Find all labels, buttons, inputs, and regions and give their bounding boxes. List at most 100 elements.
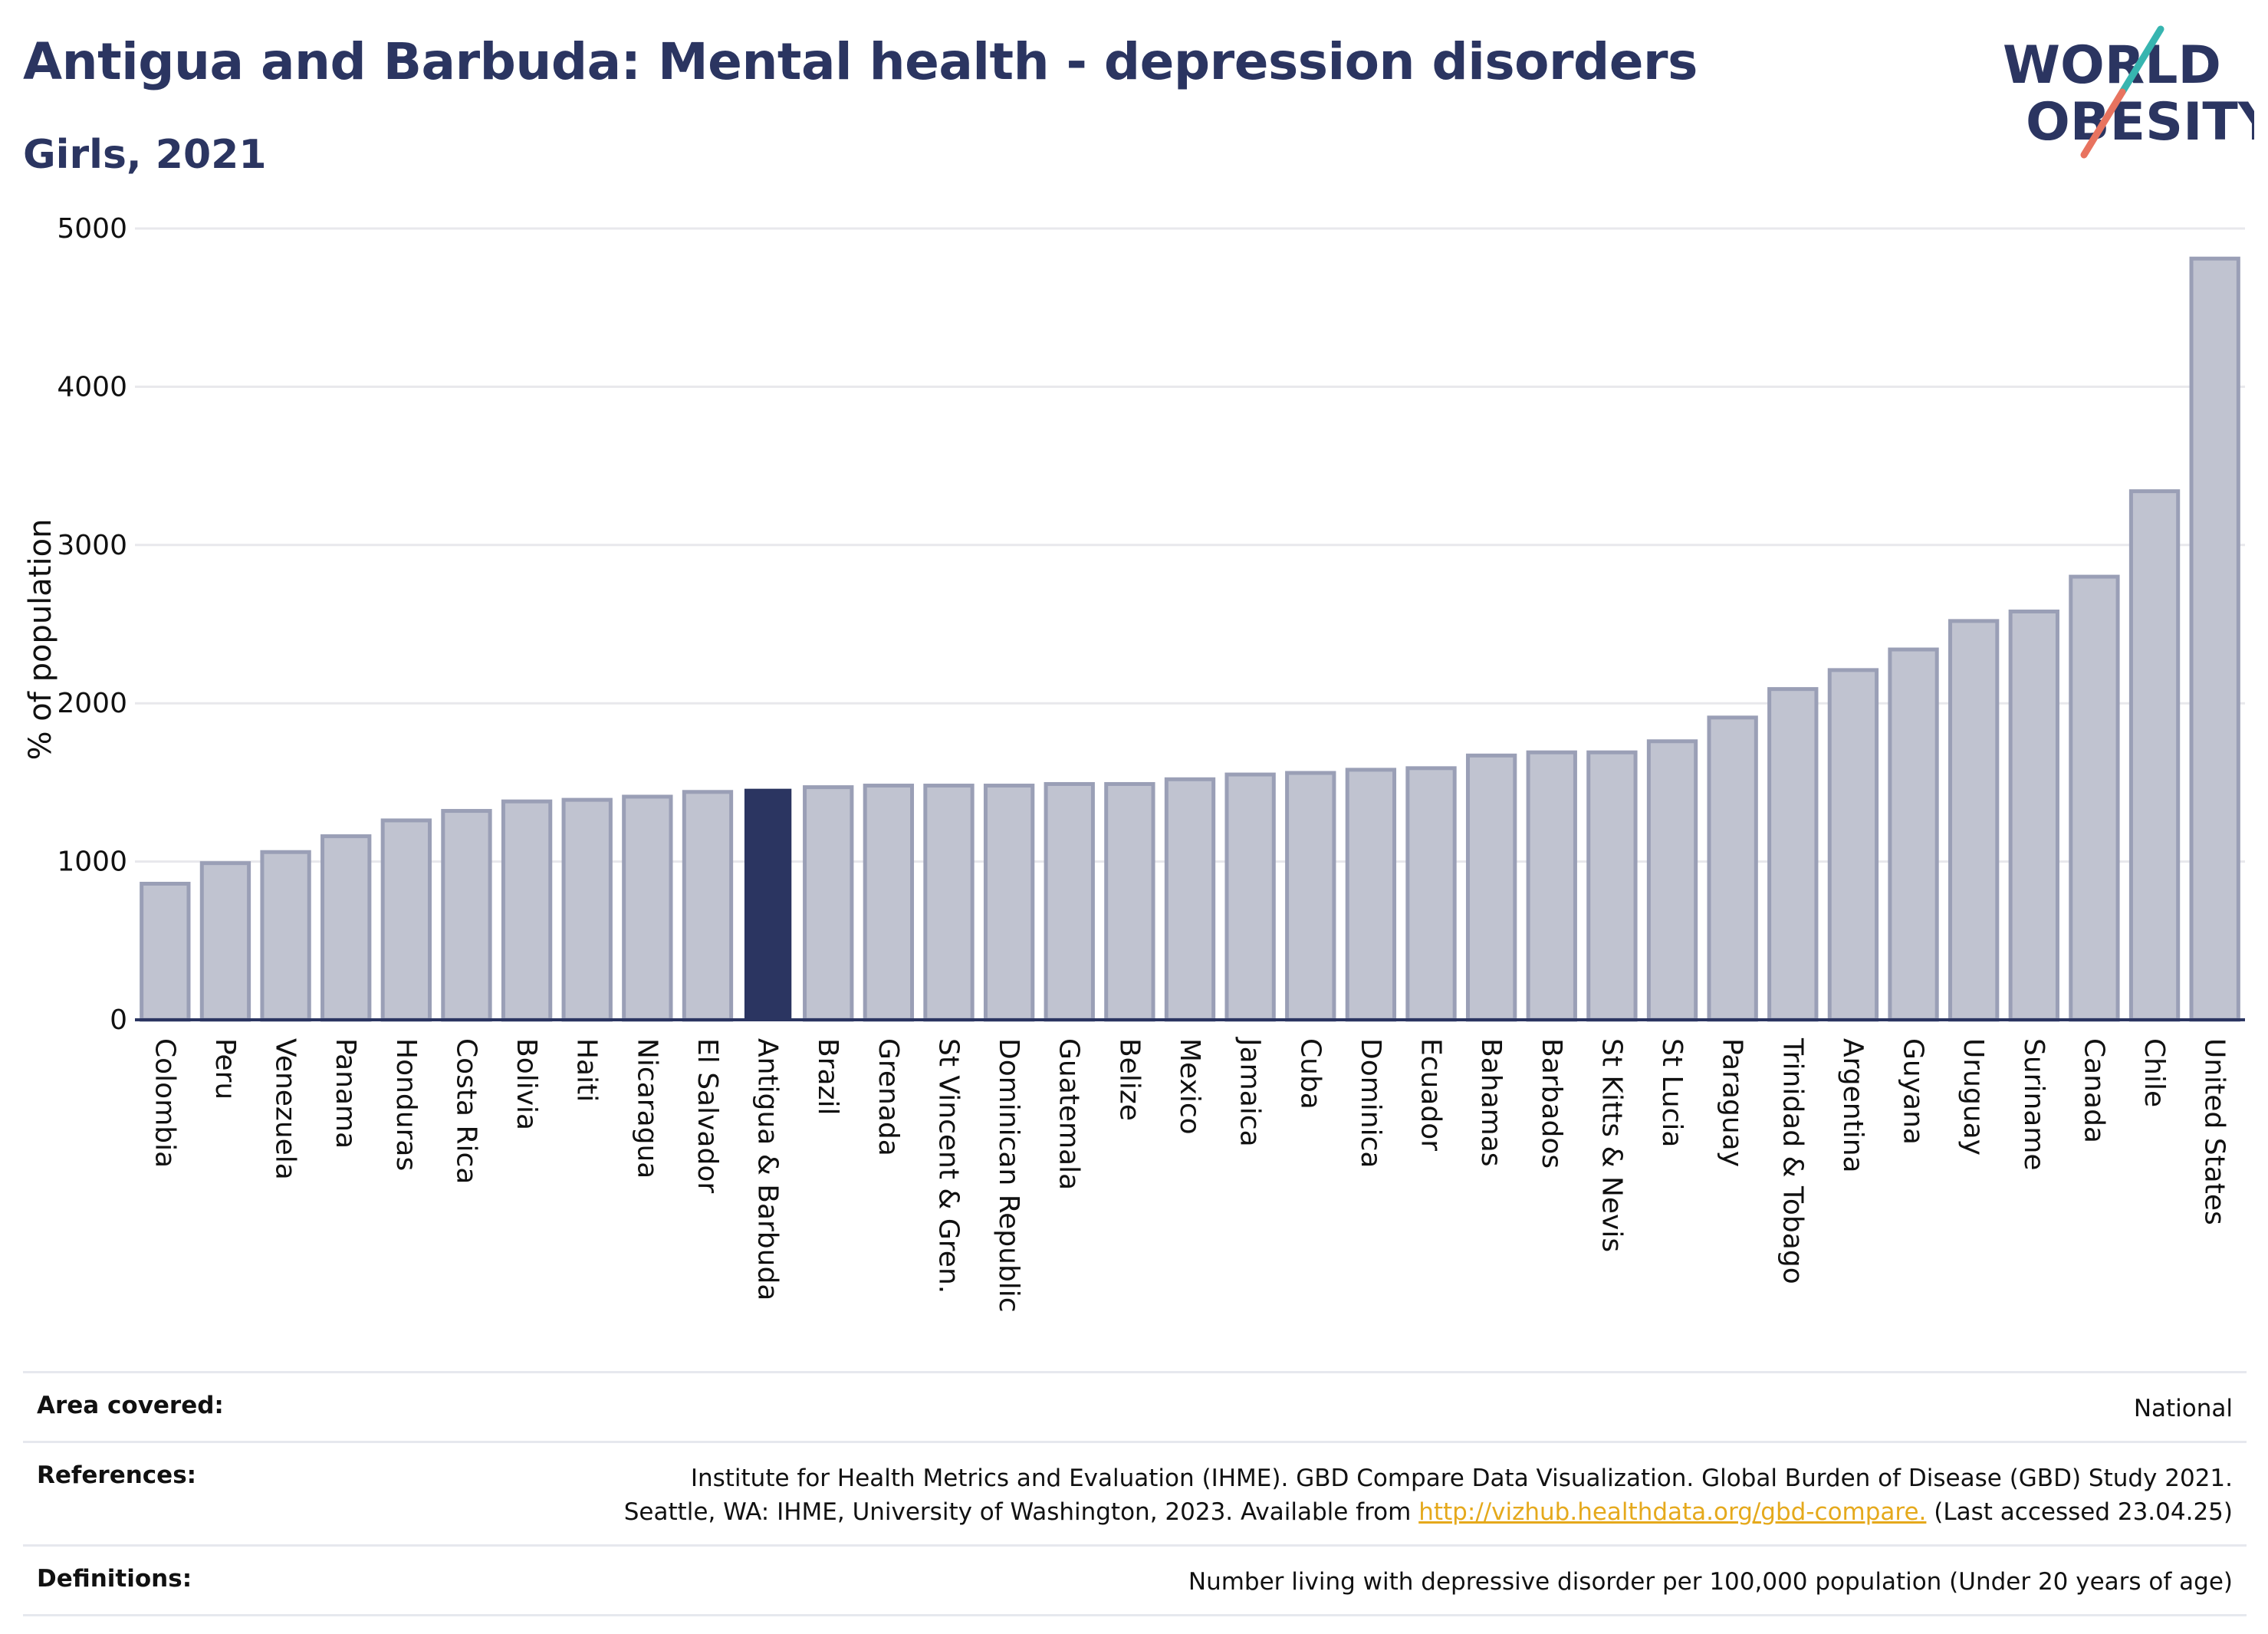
x-tick-label: Dominica (1355, 1038, 1386, 1169)
world-obesity-logo: WORLD OBESITY (2003, 25, 2254, 159)
bar (1164, 777, 1216, 1022)
x-tick-label: Grenada (873, 1038, 904, 1156)
y-tick-label: 1000 (57, 847, 127, 878)
x-tick-label: Suriname (2018, 1038, 2049, 1171)
x-tick-label: Guatemala (1053, 1038, 1085, 1190)
bar (1646, 739, 1698, 1022)
bar (501, 799, 553, 1022)
bars (140, 256, 2240, 1022)
bar (682, 790, 734, 1022)
chart-title: Antigua and Barbuda: Mental health - dep… (23, 32, 1698, 91)
x-tick-label: Bolivia (511, 1038, 542, 1130)
x-tick-label: Bahamas (1475, 1038, 1507, 1167)
references-line2-pre: Seattle, WA: IHME, University of Washing… (623, 1498, 1419, 1526)
bar (1224, 772, 1276, 1022)
y-tick-label: 0 (110, 1004, 127, 1036)
bar (2128, 489, 2181, 1022)
x-tick-label: Jamaica (1234, 1037, 1266, 1147)
x-tick-labels: Colombia Peru Venezuela Panama Honduras Costa… (149, 1037, 2230, 1313)
bar (863, 784, 915, 1022)
x-tick-label: Uruguay (1957, 1038, 1989, 1156)
x-tick-label: Argentina (1837, 1038, 1869, 1173)
x-tick-label: Nicaragua (631, 1038, 662, 1179)
y-tick-label: 2000 (57, 688, 127, 719)
y-tick-label: 4000 (57, 371, 127, 403)
x-tick-label: Panama (330, 1038, 361, 1149)
chart-subtitle: Girls, 2021 (23, 132, 267, 178)
x-tick-label: United States (2199, 1038, 2230, 1225)
area-covered-value: National (2133, 1395, 2233, 1422)
logo-word-world: WORLD (2003, 35, 2221, 96)
y-axis-label: % of population (23, 519, 58, 761)
x-tick-label: Belize (1113, 1038, 1145, 1121)
area-covered-label: Area covered: (37, 1392, 224, 1419)
references-link[interactable]: http://vizhub.healthdata.org/gbd-compare… (1418, 1498, 1927, 1526)
bar (1405, 766, 1457, 1022)
references-value: Institute for Health Metrics and Evaluat… (624, 1461, 2233, 1529)
bar (561, 797, 613, 1022)
x-tick-label: Brazil (812, 1038, 843, 1115)
bar (1707, 715, 1758, 1022)
footer-row-references: References: Institute for Health Metrics… (23, 1441, 2247, 1544)
definitions-label: Definitions: (37, 1565, 192, 1593)
x-tick-label: Ecuador (1415, 1038, 1447, 1151)
logo-word-obesity: OBESITY (2026, 92, 2254, 153)
x-tick-label: Venezuela (270, 1038, 301, 1180)
bar (1104, 781, 1155, 1022)
chart-footer: Area covered: National References: Insti… (23, 1371, 2247, 1616)
bar (140, 881, 191, 1022)
bar (1285, 771, 1336, 1022)
bar (441, 809, 492, 1022)
footer-row-area: Area covered: National (23, 1371, 2247, 1441)
x-tick-label: Barbados (1536, 1038, 1567, 1169)
bar (1888, 647, 1939, 1022)
x-tick-label: Cuba (1294, 1038, 1326, 1110)
logo-slash-coral (2080, 88, 2126, 159)
x-tick-label: Mexico (1174, 1038, 1205, 1135)
definitions-value: Number living with depressive disorder p… (1188, 1568, 2233, 1596)
footer-row-definitions: Definitions: Number living with depressi… (23, 1544, 2247, 1616)
bar (2189, 256, 2240, 1022)
bar (1586, 750, 1638, 1022)
bar-highlighted (744, 788, 792, 1020)
bar (923, 784, 975, 1022)
bar (1767, 687, 1819, 1022)
bar-chart: 0 1000 2000 3000 4000 5000 % of population Co… (23, 213, 2245, 1313)
x-tick-label: Antigua & Barbuda (752, 1038, 784, 1300)
bar (1827, 668, 1879, 1022)
bar (1948, 619, 2000, 1022)
bar (1465, 753, 1517, 1022)
references-label: References: (37, 1461, 197, 1489)
x-tick-label: Peru (209, 1038, 241, 1100)
references-line2-post: (Last accessed 23.04.25) (1926, 1498, 2233, 1526)
bar (199, 861, 251, 1022)
bar (803, 785, 854, 1022)
x-tick-label: Trinidad & Tobago (1777, 1037, 1808, 1284)
x-tick-label: Costa Rica (450, 1038, 482, 1184)
y-tick-label: 5000 (57, 213, 127, 245)
bar (260, 850, 311, 1022)
x-tick-label: Haiti (571, 1038, 603, 1102)
bar (2008, 609, 2059, 1022)
x-tick-label: Canada (2078, 1038, 2109, 1143)
references-line1: Institute for Health Metrics and Evaluat… (690, 1465, 2233, 1492)
x-tick-label: St Lucia (1656, 1038, 1688, 1148)
bar (1345, 768, 1397, 1022)
logo-slash-teal (2118, 25, 2164, 96)
x-tick-label: Paraguay (1717, 1038, 1748, 1167)
bar (320, 834, 372, 1022)
bar (2069, 574, 2120, 1022)
bar (622, 794, 673, 1022)
x-tick-label: Colombia (149, 1038, 180, 1168)
bar (1526, 750, 1577, 1022)
x-tick-label: Chile (2138, 1038, 2170, 1107)
y-tick-label: 3000 (57, 530, 127, 561)
x-tick-label: Guyana (1898, 1038, 1929, 1145)
x-tick-label: El Salvador (692, 1038, 723, 1193)
bar (380, 818, 432, 1022)
x-tick-label: Dominican Republic (993, 1038, 1024, 1313)
x-tick-label: St Vincent & Gren. (932, 1038, 964, 1294)
y-tick-labels: 0 1000 2000 3000 4000 5000 (57, 213, 127, 1036)
x-tick-label: St Kitts & Nevis (1596, 1038, 1627, 1252)
bar (983, 784, 1035, 1022)
